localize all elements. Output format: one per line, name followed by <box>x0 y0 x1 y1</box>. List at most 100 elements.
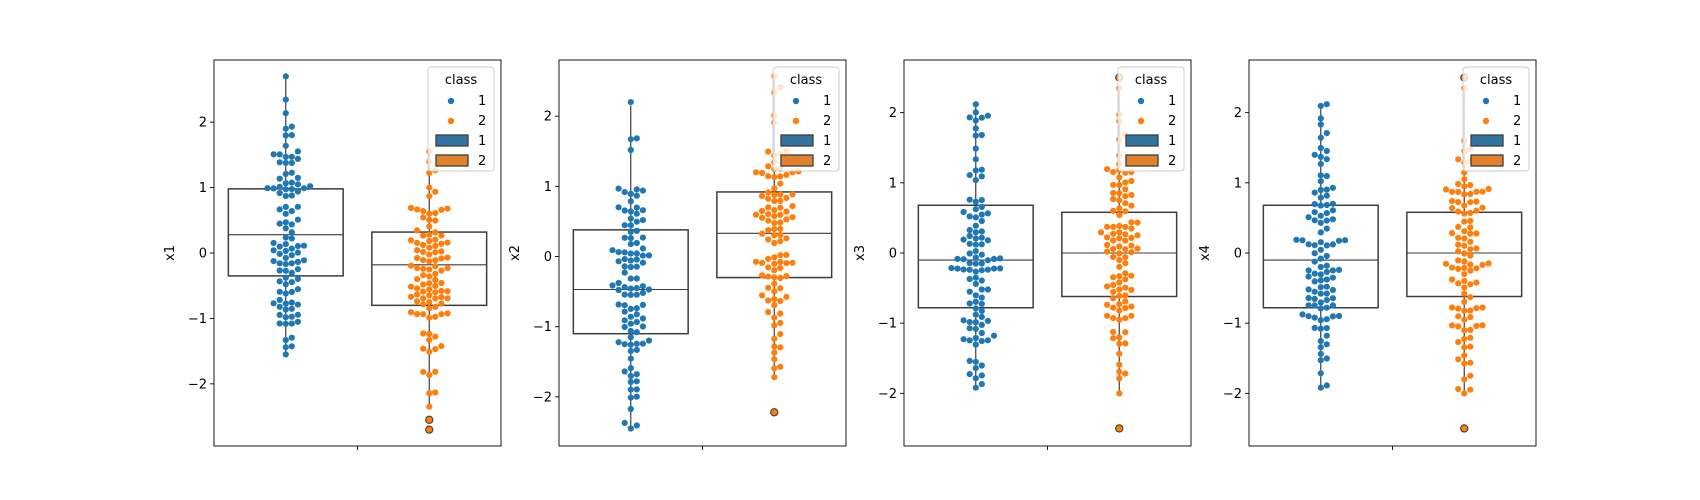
y-tick-label: −1 <box>533 320 552 335</box>
swarm-point <box>783 194 790 201</box>
swarm-point <box>270 300 277 307</box>
swarm-point <box>294 216 301 223</box>
swarm-point <box>444 239 451 246</box>
swarm-point <box>426 390 433 397</box>
swarm-point <box>639 301 647 308</box>
swarm-point <box>1467 238 1474 245</box>
swarm-point <box>783 251 790 258</box>
swarm-point <box>1122 179 1129 186</box>
swarm-point <box>615 204 622 211</box>
swarm-point <box>1329 274 1336 281</box>
swarm-point <box>1134 219 1141 226</box>
swarm-point <box>1134 232 1141 239</box>
swarm-point <box>414 291 421 298</box>
swarm-point <box>639 340 647 347</box>
swarm-point <box>426 305 433 312</box>
swarm-point <box>621 317 628 324</box>
swarm-point <box>627 394 634 401</box>
swarm-point <box>282 314 289 321</box>
legend-marker-box <box>435 134 469 147</box>
swarm-point <box>1317 350 1324 357</box>
swarm-point <box>1305 241 1312 248</box>
swarm-point <box>621 222 628 229</box>
legend-marker-box <box>1125 154 1159 167</box>
swarm-point <box>978 114 985 121</box>
swarm-point <box>1317 178 1324 185</box>
swarm-point <box>1461 235 1468 242</box>
swarm-point <box>621 323 628 331</box>
swarm-point <box>1116 256 1123 264</box>
swarm-point <box>426 348 433 355</box>
swarm-point <box>420 265 427 272</box>
swarm-point <box>420 368 427 375</box>
swarm-point <box>1104 223 1111 230</box>
legend-marker-point <box>447 117 455 125</box>
swarm-point <box>997 265 1004 272</box>
swarm-point <box>1110 245 1117 253</box>
swarm-point <box>777 297 784 305</box>
swarm-point <box>966 288 973 295</box>
swarm-point <box>759 259 766 266</box>
y-axis-label: x3 <box>853 245 868 261</box>
swarm-point <box>1473 265 1480 272</box>
swarm-point <box>1305 273 1312 280</box>
swarm-class-1 <box>1293 101 1349 391</box>
swarm-point <box>276 250 283 257</box>
swarm-point <box>432 257 439 264</box>
swarm-point <box>633 305 640 312</box>
swarm-point <box>282 96 289 103</box>
swarm-point <box>633 204 640 211</box>
swarm-point <box>627 263 634 271</box>
swarm-point <box>972 268 979 275</box>
swarm-point <box>771 219 778 227</box>
swarm-point <box>1461 344 1468 351</box>
swarm-point <box>783 293 790 300</box>
swarm-point <box>426 258 433 265</box>
swarm-point <box>639 259 647 266</box>
swarm-point <box>1128 249 1135 256</box>
swarm-point <box>1110 181 1117 188</box>
swarm-point <box>282 159 289 166</box>
swarm-point <box>1455 323 1462 330</box>
swarm-point <box>777 252 784 259</box>
swarm-point <box>1317 160 1324 167</box>
swarm-point <box>1122 260 1129 267</box>
swarm-point <box>972 214 979 221</box>
swarm-point <box>1122 370 1129 377</box>
swarm-point <box>438 267 445 274</box>
legend-marker-box <box>780 154 814 167</box>
swarm-point <box>1461 298 1468 305</box>
swarm-point <box>627 347 634 355</box>
swarm-point <box>621 302 628 309</box>
swarm-point <box>288 186 295 193</box>
swarm-point <box>426 286 433 293</box>
swarm-point <box>1116 350 1123 357</box>
swarm-point <box>1116 334 1123 341</box>
y-tick-label: 2 <box>1234 106 1242 121</box>
swarm-point <box>282 153 289 160</box>
legend-marker-point <box>1482 117 1490 125</box>
swarm-point <box>426 210 433 217</box>
swarm-point <box>426 403 433 410</box>
swarm-point <box>984 317 992 324</box>
swarm-point <box>966 213 973 220</box>
swarm-point <box>432 276 439 283</box>
swarm-point <box>1122 193 1129 200</box>
swarm-point <box>1311 314 1318 321</box>
swarm-point <box>1104 283 1111 290</box>
swarm-point <box>1323 101 1330 108</box>
swarm-point <box>300 257 308 264</box>
swarm-point <box>765 211 772 218</box>
swarm-point <box>1317 153 1324 160</box>
swarm-point <box>282 219 289 226</box>
swarm-point <box>276 260 283 267</box>
swarm-point <box>1473 279 1480 286</box>
swarm-point <box>777 219 784 226</box>
swarm-point <box>621 189 628 196</box>
swarm-point <box>1116 390 1123 397</box>
swarm-point <box>771 185 778 192</box>
y-tick-label: −2 <box>1223 387 1242 402</box>
swarm-point <box>972 177 979 184</box>
